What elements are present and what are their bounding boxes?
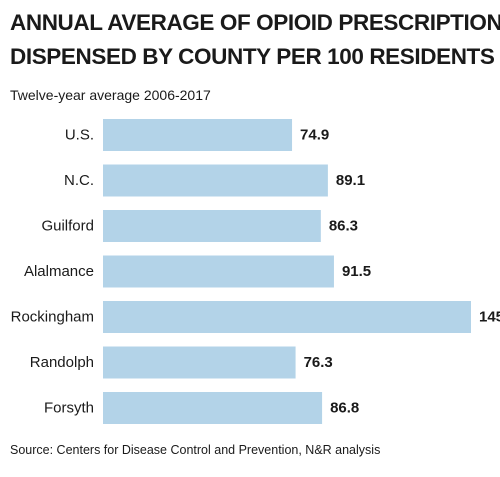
category-labels: U.S. N.C. Guilford Alalmance Rockingham Rando… [11, 127, 94, 417]
category-label-rockingham: Rockingham [11, 309, 94, 326]
value-label-u-s: 74.9 [300, 127, 329, 144]
category-label-randolph: Randolph [30, 354, 94, 371]
value-label-randolph: 76.3 [304, 354, 333, 371]
value-label-alalmance: 91.5 [342, 263, 371, 280]
bar-forsyth [103, 392, 323, 424]
category-label-guilford: Guilford [41, 218, 94, 235]
category-label-forsyth: Forsyth [44, 400, 94, 417]
category-label-n-c: N.C. [64, 172, 94, 189]
chart-title-line-2: DISPENSED BY COUNTY PER 100 RESIDENTS [10, 44, 495, 69]
bar-alalmance [103, 255, 334, 288]
bar-n-c [103, 164, 328, 197]
bars [103, 119, 471, 424]
value-label-forsyth: 86.8 [330, 400, 359, 417]
bar-rockingham [103, 301, 471, 333]
value-label-rockingham: 145.8 [479, 309, 500, 326]
chart-title: ANNUAL AVERAGE OF OPIOID PRESCRIPTIONS D… [10, 6, 500, 74]
chart-subtitle: Twelve-year average 2006-2017 [10, 87, 211, 103]
bar-guilford [103, 210, 321, 242]
value-label-n-c: 89.1 [336, 172, 365, 189]
bar-chart: U.S. N.C. Guilford Alalmance Rockingham Rando… [11, 119, 500, 424]
source-note: Source: Centers for Disease Control and … [10, 443, 381, 457]
value-labels: 74.9 89.1 86.3 91.5 145.8 76.3 86.8 [300, 127, 500, 417]
category-label-alalmance: Alalmance [24, 263, 94, 280]
category-label-u-s: U.S. [65, 127, 94, 144]
bar-u-s [103, 119, 293, 151]
bar-randolph [103, 346, 296, 379]
chart-title-line-1: ANNUAL AVERAGE OF OPIOID PRESCRIPTIONS [10, 10, 500, 35]
value-label-guilford: 86.3 [329, 218, 358, 235]
